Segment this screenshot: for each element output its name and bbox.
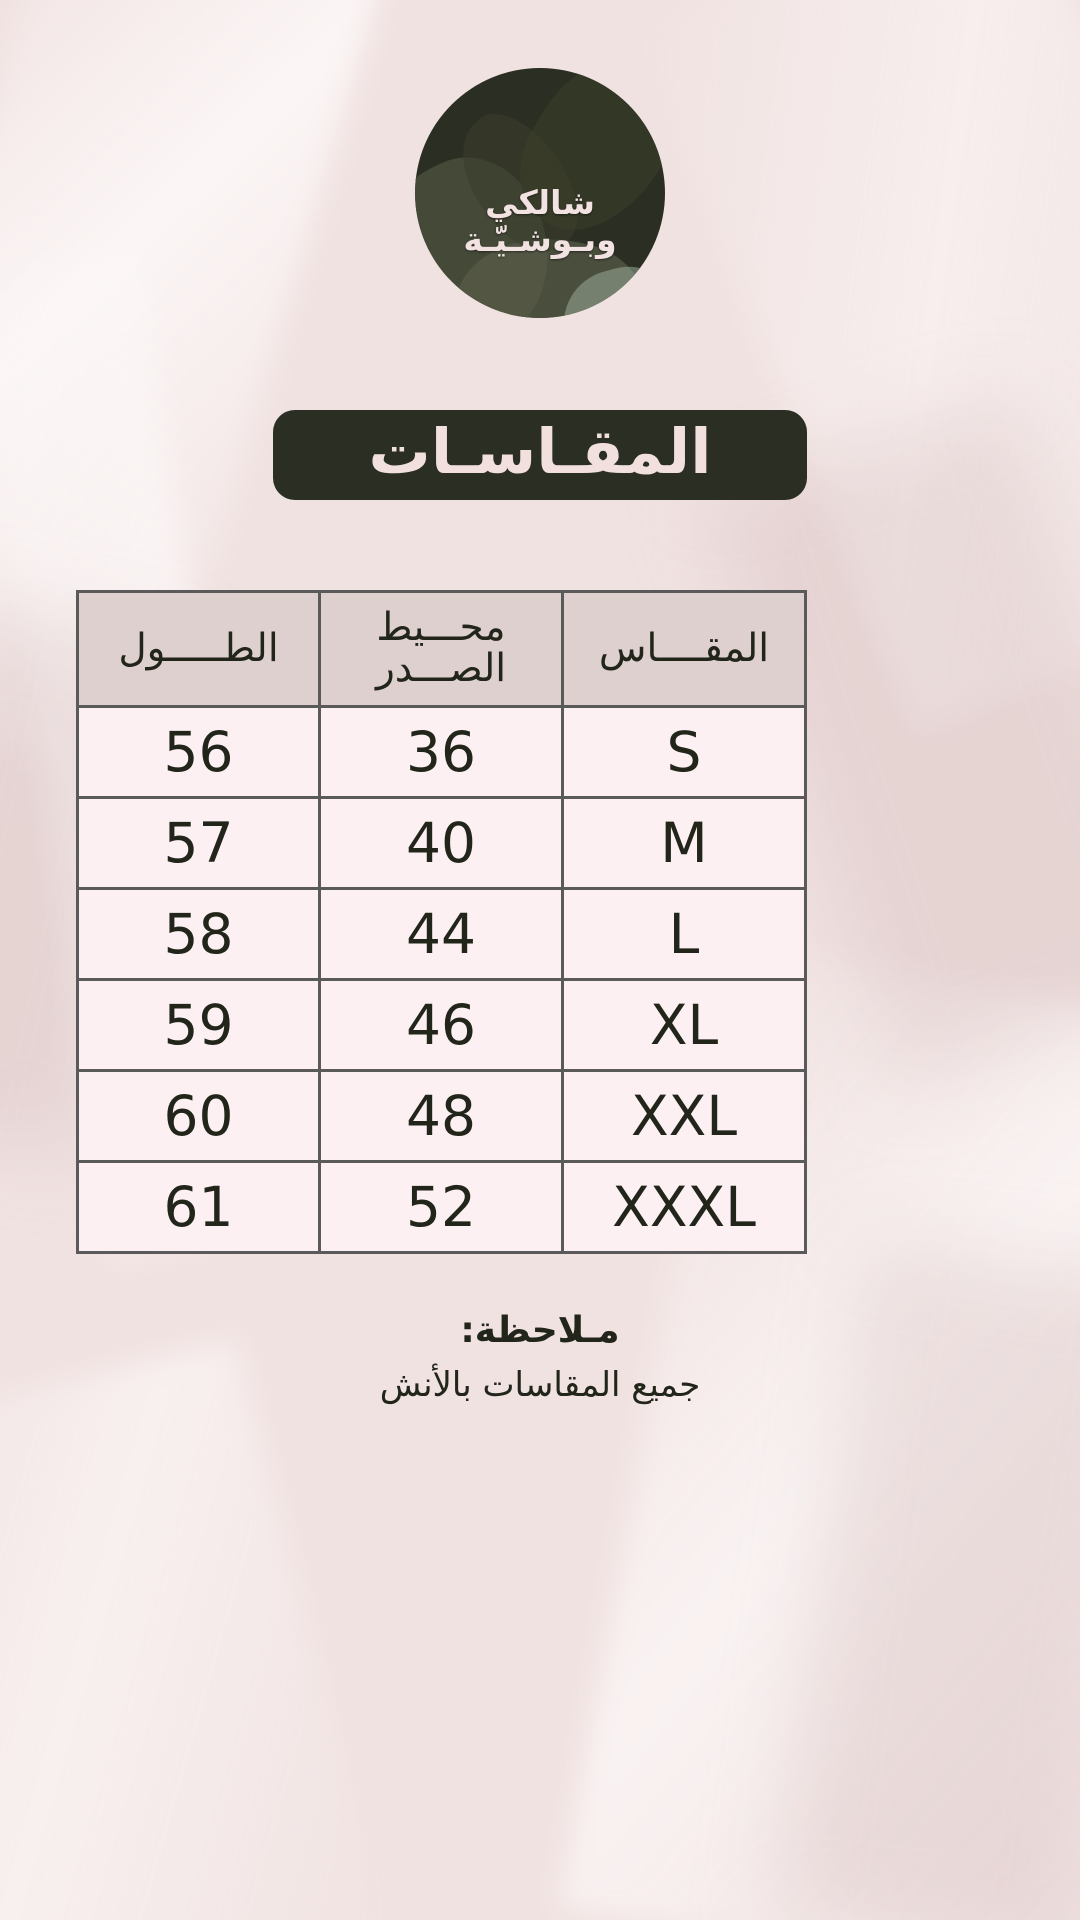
cell-size: XXL [561,1069,807,1163]
logo-circle: شالكي وبـوشـيّـة [415,68,665,318]
cell-size: XXXL [561,1160,807,1254]
column-header-chest-line-2: الصـــدر [375,646,507,691]
column-header-chest-line-1: محـــيط [376,605,506,651]
note-label: مـلاحظة: [460,1310,620,1351]
note-section: مـلاحظة: جميع المقاسات بالأنش [0,1310,1080,1405]
table-row: L 44 58 [76,887,807,981]
cell-length: 57 [76,796,321,890]
cell-chest: 46 [318,978,564,1072]
cell-length: 58 [76,887,321,981]
cell-chest: 48 [318,1069,564,1163]
table-header: المقــــاس محـــيط الصـــدر الطـــــول [76,590,807,708]
table-row: M 40 57 [76,796,807,890]
column-header-chest: محـــيط الصـــدر [318,590,564,708]
column-header-size: المقــــاس [561,590,807,708]
cell-size: S [561,705,807,799]
cell-length: 61 [76,1160,321,1254]
size-table: المقــــاس محـــيط الصـــدر الطـــــول S… [76,590,807,1254]
cell-chest: 36 [318,705,564,799]
page-title: المقـاسـات [368,415,712,488]
cell-chest: 52 [318,1160,564,1254]
table-body: S 36 56 M 40 57 L 44 58 XL 46 59 XXL 48 [76,705,807,1254]
cell-size: M [561,796,807,890]
cell-chest: 40 [318,796,564,890]
table-row: XXL 48 60 [76,1069,807,1163]
cell-size: XL [561,978,807,1072]
column-header-length: الطـــــول [76,590,321,708]
brand-logo: شالكي وبـوشـيّـة [415,68,665,318]
table-header-row: المقــــاس محـــيط الصـــدر الطـــــول [76,590,807,708]
logo-text: شالكي وبـوشـيّـة [415,68,665,318]
cell-chest: 44 [318,887,564,981]
page-title-banner: المقـاسـات [273,410,807,500]
cell-length: 60 [76,1069,321,1163]
logo-line-primary: شالكي [485,183,595,223]
table-row: XXXL 52 61 [76,1160,807,1254]
logo-line-secondary: وبـوشـيّـة [463,220,617,259]
cell-length: 56 [76,705,321,799]
table-row: XL 46 59 [76,978,807,1072]
cell-length: 59 [76,978,321,1072]
note-text: جميع المقاسات بالأنش [379,1365,701,1405]
table-row: S 36 56 [76,705,807,799]
cell-size: L [561,887,807,981]
